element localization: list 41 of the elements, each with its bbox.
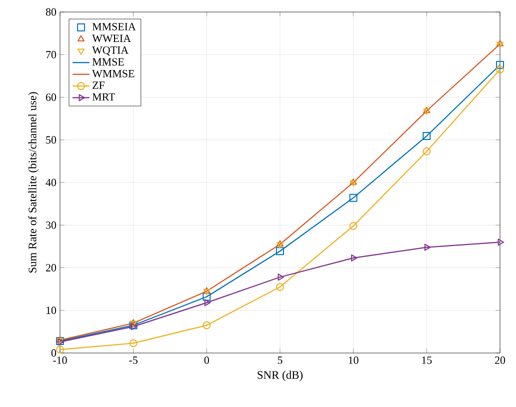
- point: [422, 147, 431, 156]
- point: [422, 132, 431, 140]
- legend-label: WWEIA: [92, 34, 131, 42]
- y-tick-label: 80: [46, 8, 56, 16]
- point: [204, 299, 211, 306]
- y-tick-label: 30: [46, 221, 56, 229]
- y-tick-label: 40: [46, 178, 56, 186]
- point: [202, 321, 211, 330]
- y-tick-label: 60: [46, 94, 56, 101]
- y-tick-label: 10: [46, 306, 56, 314]
- x-tick-label: -10: [53, 356, 67, 364]
- legend-label: ZF: [92, 82, 104, 89]
- x-tick-label: -5: [129, 356, 138, 364]
- point: [276, 247, 284, 256]
- x-tick-label: 5: [278, 356, 282, 364]
- x-tick-label: 20: [495, 356, 506, 364]
- y-axis-title: Sum Rate of Satellite (bits/channel use): [28, 92, 39, 273]
- legend-label: WQTIA: [92, 46, 129, 56]
- x-tick-label: 15: [422, 356, 432, 364]
- point: [56, 346, 64, 354]
- point: [498, 238, 504, 246]
- x-axis-title: SNR (dB): [258, 370, 303, 382]
- point: [278, 274, 284, 281]
- x-tick-label: 10: [348, 356, 358, 364]
- legend-label: WMMSE: [92, 70, 134, 78]
- point: [349, 194, 358, 202]
- legend-label: MRT: [92, 93, 115, 101]
- point: [496, 66, 504, 74]
- point: [276, 282, 284, 291]
- point: [129, 339, 138, 348]
- y-tick-label: 70: [46, 50, 56, 58]
- y-tick-label: 20: [46, 264, 56, 272]
- point: [424, 244, 431, 251]
- y-tick-label: 50: [46, 136, 56, 144]
- legend-label: MMSE: [92, 58, 124, 66]
- legend-label: MMSEIA: [92, 23, 136, 30]
- point: [349, 222, 358, 230]
- y-tick-label: 0: [51, 349, 56, 357]
- point: [351, 254, 358, 262]
- point: [496, 60, 504, 69]
- x-tick-label: 0: [204, 356, 209, 364]
